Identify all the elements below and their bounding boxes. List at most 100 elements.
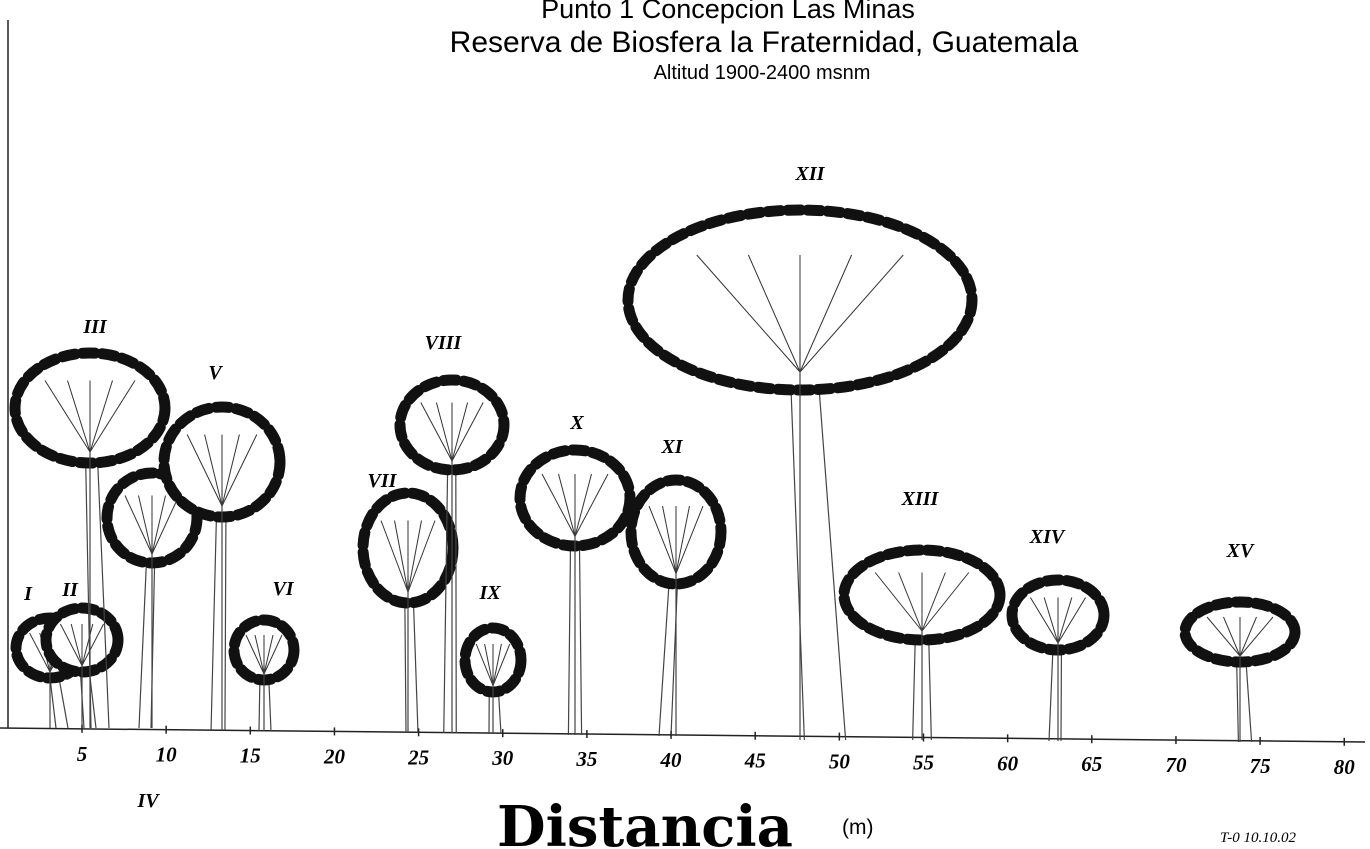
branch — [59, 623, 83, 666]
branch — [898, 572, 923, 632]
branch — [675, 505, 690, 574]
tree-label: XIII — [901, 488, 940, 510]
branch — [921, 572, 946, 632]
branch — [475, 643, 494, 686]
tick-label: 30 — [491, 746, 514, 770]
tree-label: VII — [368, 470, 398, 492]
tick-label: 40 — [660, 748, 683, 772]
branch — [204, 434, 223, 507]
tree-label: III — [82, 316, 108, 338]
tree — [1179, 596, 1301, 743]
tree-label: IV — [136, 790, 160, 812]
branch — [394, 520, 409, 593]
tree-label: II — [61, 579, 79, 601]
branch — [574, 473, 609, 537]
branch — [29, 632, 51, 673]
tick-layer: 5 10 15 20 25 30 35 40 45 50 55 60 65 70 75 80 — [77, 724, 1356, 779]
branch — [451, 402, 484, 462]
tree — [838, 544, 1006, 741]
branch — [747, 254, 801, 373]
trunk — [443, 424, 457, 734]
tree — [1006, 574, 1110, 742]
branch — [407, 520, 422, 593]
branch — [541, 473, 576, 537]
tick-label: 25 — [407, 745, 429, 769]
branch — [558, 473, 576, 537]
tree-label: IX — [478, 582, 501, 604]
tree — [459, 622, 527, 735]
branch — [221, 434, 258, 507]
tick-label: 55 — [913, 750, 934, 774]
title: Punto 1 Concepcion Las Minas — [541, 0, 915, 24]
tree-label: I — [23, 583, 33, 605]
branch — [89, 380, 113, 453]
branch — [648, 505, 677, 574]
branch — [221, 434, 240, 507]
branch — [254, 634, 265, 675]
branch — [1223, 616, 1241, 657]
tree-label: VIII — [425, 332, 463, 354]
tick-label: 35 — [575, 747, 597, 771]
tree-label: VI — [272, 578, 294, 600]
tree — [357, 487, 459, 734]
branch — [484, 643, 494, 686]
tree — [9, 347, 171, 729]
branch — [1029, 597, 1059, 644]
branch — [151, 495, 166, 555]
branch — [380, 520, 409, 593]
branch — [67, 380, 91, 453]
branch — [1057, 597, 1073, 644]
branch — [696, 254, 801, 373]
axis-unit: (m) — [842, 816, 873, 839]
tree — [622, 204, 978, 741]
ground-line — [0, 727, 1366, 743]
branch — [451, 402, 469, 462]
tree-label: XI — [660, 436, 683, 458]
branch — [263, 634, 283, 675]
tree — [101, 467, 203, 729]
branch — [799, 254, 904, 373]
branch — [921, 572, 970, 632]
branch — [70, 623, 83, 666]
tree — [228, 614, 300, 732]
branch — [89, 380, 136, 453]
branch — [1057, 597, 1087, 644]
tick-label: 5 — [77, 742, 88, 766]
tree-label: XII — [795, 163, 826, 185]
branch — [1206, 616, 1241, 657]
branch — [574, 473, 592, 537]
altitude: Altitud 1900-2400 msnm — [654, 62, 871, 84]
tick-label: 20 — [323, 744, 346, 768]
tree — [40, 602, 124, 729]
branch — [662, 505, 677, 574]
tree-label: XIV — [1029, 526, 1066, 548]
branch — [186, 434, 223, 507]
branch — [492, 643, 511, 686]
axis-label: Distancia — [497, 794, 793, 849]
branch — [799, 254, 853, 373]
branch — [435, 402, 453, 462]
tree-label: X — [569, 412, 584, 434]
tick-label: 60 — [997, 751, 1019, 775]
tree — [625, 474, 727, 737]
branch — [675, 505, 704, 574]
tree — [158, 401, 286, 731]
tick-label: 80 — [1334, 755, 1356, 779]
branch — [874, 572, 923, 632]
tick-label: 10 — [156, 743, 178, 767]
branch — [492, 643, 502, 686]
branch — [1043, 597, 1059, 644]
tick-label: 15 — [240, 744, 261, 768]
tick-label: 45 — [744, 749, 766, 773]
subtitle: Reserva de Biosfera la Fraternidad, Guat… — [450, 26, 1079, 59]
tree — [394, 374, 510, 734]
branch — [81, 623, 94, 666]
branch — [151, 495, 180, 555]
branch — [407, 520, 436, 593]
footer-code: T-0 10.10.02 — [1220, 830, 1296, 846]
tick-label: 50 — [829, 750, 851, 774]
branch — [44, 380, 91, 453]
branch — [124, 495, 153, 555]
tick-label: 65 — [1081, 752, 1102, 776]
